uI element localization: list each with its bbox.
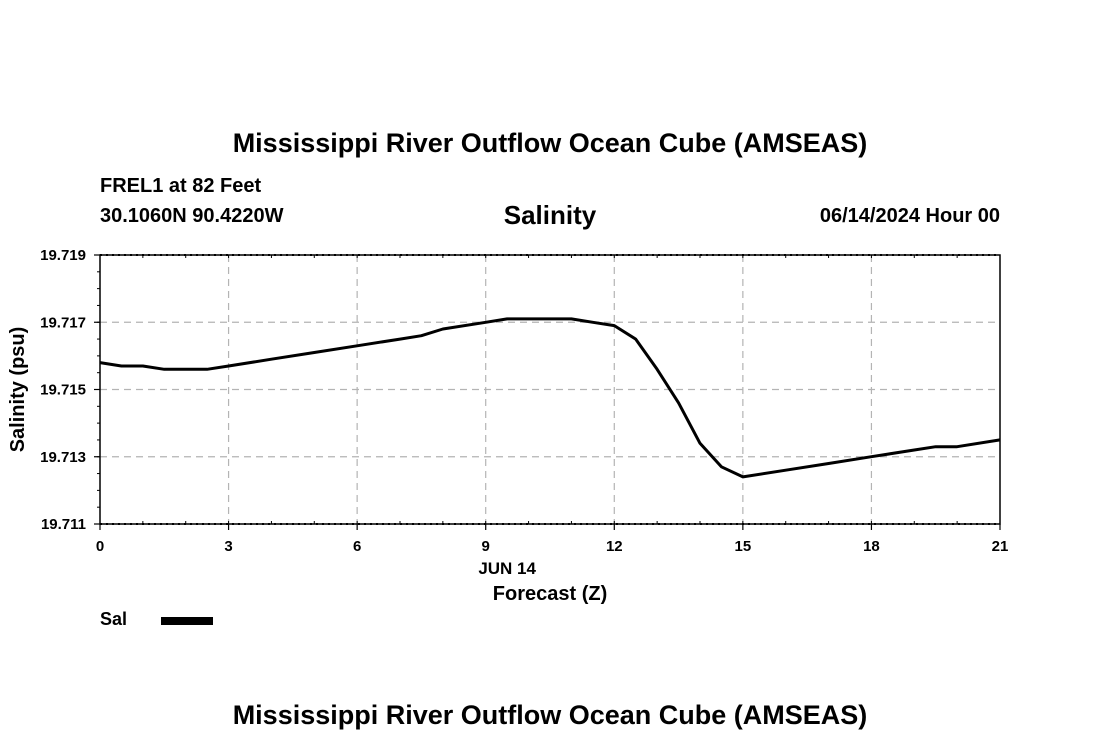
x-axis-title: Forecast (Z) — [493, 583, 607, 605]
legend-swatch — [161, 617, 213, 625]
y-axis-title: Salinity (psu) — [7, 327, 29, 453]
x-tick-label: 0 — [96, 538, 104, 555]
y-tick-label: 19.717 — [40, 314, 86, 331]
x-axis-date-label: JUN 14 — [478, 559, 536, 578]
y-tick-label: 19.713 — [40, 449, 86, 466]
legend-label: Sal — [100, 609, 128, 629]
datetime-label: 06/14/2024 Hour 00 — [819, 205, 1000, 227]
x-tick-label: 21 — [992, 538, 1009, 555]
y-tick-label: 19.715 — [40, 382, 86, 399]
variable-title: Salinity — [503, 200, 597, 230]
x-tick-label: 18 — [863, 538, 880, 555]
x-tick-label: 9 — [482, 538, 490, 555]
station-label: FREL1 at 82 Feet — [100, 175, 262, 197]
x-tick-label: 15 — [735, 538, 752, 555]
x-tick-label: 6 — [353, 538, 361, 555]
x-tick-label: 3 — [224, 538, 232, 555]
axis-labels: 0 3 6 9 12 15 18 21 19.711 19.713 19.715 19.717 19.7… — [40, 247, 1008, 555]
main-title: Mississippi River Outflow Ocean Cube (AM… — [232, 128, 868, 158]
coordinates-label: 30.1060N 90.4220W — [100, 205, 284, 227]
x-tick-label: 12 — [606, 538, 623, 555]
axis-ticks — [94, 254, 1001, 530]
grid-lines — [100, 255, 1000, 524]
series-line-sal — [99, 317, 1001, 479]
y-tick-label: 19.719 — [40, 247, 86, 264]
y-tick-label: 19.711 — [41, 516, 86, 533]
footer-title: Mississippi River Outflow Ocean Cube (AM… — [232, 700, 868, 730]
